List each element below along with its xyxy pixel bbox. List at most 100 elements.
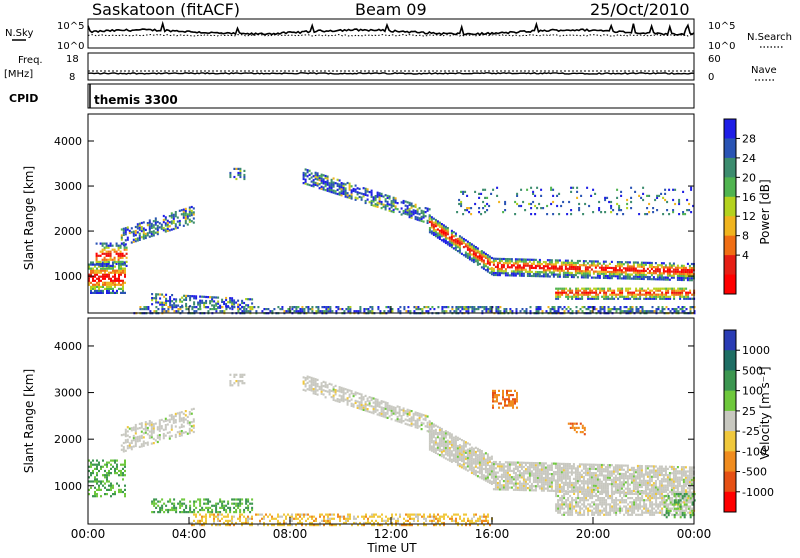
echo-cell xyxy=(307,171,309,173)
echo-cell xyxy=(181,424,183,426)
echo-cell xyxy=(106,270,108,272)
echo-cell xyxy=(331,189,333,191)
echo-cell xyxy=(199,509,201,511)
echo-cell xyxy=(359,192,361,194)
echo-cell xyxy=(118,259,120,261)
echo-cell xyxy=(601,265,603,267)
echo-cell xyxy=(183,215,185,217)
echo-cell xyxy=(497,270,499,272)
echo-cell xyxy=(515,472,517,474)
echo-cell xyxy=(651,294,653,296)
echo-cell xyxy=(649,262,651,264)
echo-cell xyxy=(167,308,169,310)
echo-cell xyxy=(688,209,690,211)
echo-cell xyxy=(112,487,114,489)
echo-cell xyxy=(491,261,493,263)
echo-cell xyxy=(409,214,411,216)
echo-cell xyxy=(175,421,177,423)
echo-cell xyxy=(339,185,341,187)
echo-cell xyxy=(479,470,481,472)
echo-cell xyxy=(534,195,536,197)
echo-cell xyxy=(535,275,537,277)
echo-cell xyxy=(525,481,527,483)
echo-cell xyxy=(649,272,651,274)
echo-cell xyxy=(643,270,645,272)
echo-cell xyxy=(591,277,593,279)
echo-cell xyxy=(191,308,193,310)
echo-cell xyxy=(630,187,632,189)
echo-cell xyxy=(477,260,479,262)
echo-cell xyxy=(658,308,660,310)
echo-cell xyxy=(185,305,187,307)
echo-cell xyxy=(409,414,411,416)
echo-cell xyxy=(429,425,431,427)
nave-tick-bottom: 0 xyxy=(708,72,714,83)
echo-cell xyxy=(181,411,183,413)
echo-cell xyxy=(488,205,490,207)
echo-cell xyxy=(397,208,399,210)
echo-cell xyxy=(163,296,165,298)
echo-cell xyxy=(522,201,524,203)
echo-cell xyxy=(457,462,459,464)
echo-cell xyxy=(537,263,539,265)
echo-cell xyxy=(664,199,666,201)
echo-cell xyxy=(475,470,477,472)
echo-cell xyxy=(471,449,473,451)
echo-cell xyxy=(94,491,96,493)
echo-cell xyxy=(549,267,551,269)
echo-cell xyxy=(110,282,112,284)
echo-cell xyxy=(339,386,341,388)
echo-cell xyxy=(106,259,108,261)
echo-cell xyxy=(667,268,669,270)
echo-cell xyxy=(139,435,141,437)
echo-cell xyxy=(498,201,500,203)
echo-cell xyxy=(647,288,649,290)
echo-cell xyxy=(183,417,185,419)
echo-cell xyxy=(575,290,577,292)
echo-cell xyxy=(387,518,389,520)
echo-cell xyxy=(395,197,397,199)
echo-cell xyxy=(151,426,153,428)
echo-cell xyxy=(591,268,593,270)
echo-cell xyxy=(461,454,463,456)
echo-cell xyxy=(223,310,225,312)
echo-cell xyxy=(565,296,567,298)
echo-cell xyxy=(503,488,505,490)
echo-cell xyxy=(477,264,479,266)
echo-cell xyxy=(391,408,393,410)
echo-cell xyxy=(337,189,339,191)
echo-cell xyxy=(365,202,367,204)
echo-cell xyxy=(511,274,513,276)
echo-cell xyxy=(572,187,574,189)
echo-cell xyxy=(632,308,634,310)
echo-cell xyxy=(165,435,167,437)
echo-cell xyxy=(169,298,171,300)
echo-cell xyxy=(193,306,195,308)
echo-cell xyxy=(677,279,679,281)
echo-cell xyxy=(193,503,195,505)
echo-cell xyxy=(143,238,145,240)
echo-cell xyxy=(207,310,209,312)
echo-cell xyxy=(507,466,509,468)
echo-cell xyxy=(521,487,523,489)
echo-cell xyxy=(133,445,135,447)
y-tick-label: 4000 xyxy=(54,135,82,148)
echo-cell xyxy=(120,472,122,474)
echo-cell xyxy=(110,255,112,257)
echo-cell xyxy=(367,400,369,402)
echo-cell xyxy=(657,290,659,292)
echo-cell xyxy=(361,408,363,410)
echo-cell xyxy=(339,194,341,196)
echo-cell xyxy=(656,195,658,197)
echo-cell xyxy=(209,308,211,310)
echo-cell xyxy=(413,413,415,415)
echo-cell xyxy=(221,505,223,507)
echo-cell xyxy=(439,448,441,450)
echo-cell xyxy=(543,483,545,485)
echo-cell xyxy=(558,308,560,310)
echo-cell xyxy=(463,451,465,453)
echo-cell xyxy=(151,223,153,225)
echo-cell xyxy=(621,277,623,279)
echo-cell xyxy=(325,514,327,516)
echo-cell xyxy=(375,407,377,409)
